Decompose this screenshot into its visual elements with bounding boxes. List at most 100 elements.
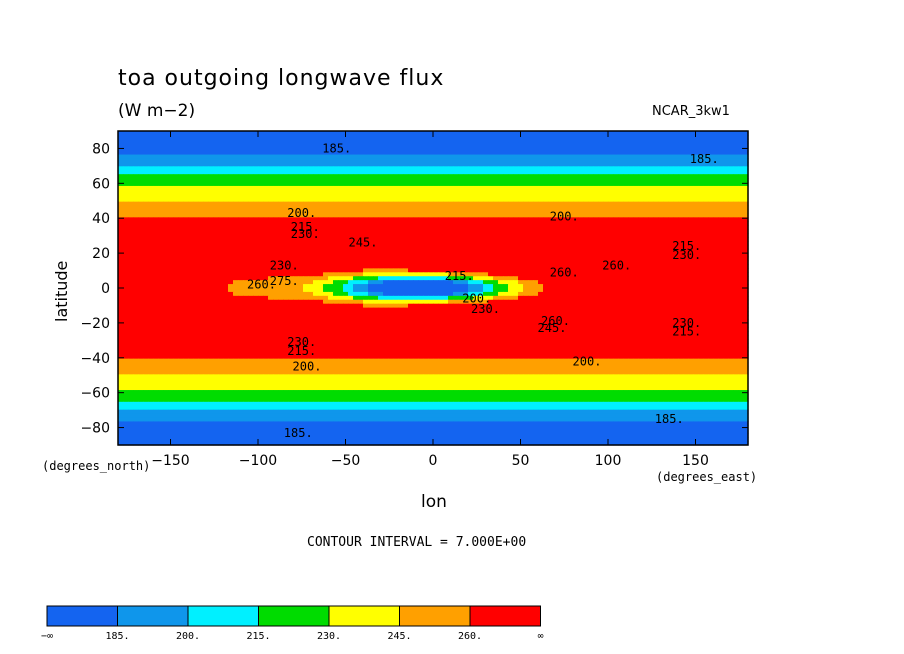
contour-band-cell <box>633 244 639 250</box>
contour-band-cell <box>518 170 524 175</box>
contour-band-cell <box>583 252 589 258</box>
contour-band-cell <box>708 154 714 160</box>
contour-band-cell <box>628 229 634 234</box>
contour-band-cell <box>378 213 384 218</box>
contour-band-cell <box>708 189 714 195</box>
contour-band-cell <box>478 256 484 262</box>
contour-band-cell <box>518 185 524 191</box>
contour-band-cell <box>653 217 659 222</box>
contour-band-cell <box>448 189 454 195</box>
contour-band-cell <box>588 248 594 254</box>
contour-band-cell <box>313 260 319 266</box>
contour-band-cell <box>418 182 424 187</box>
contour-band-cell <box>623 193 629 199</box>
contour-band-cell <box>658 217 664 222</box>
contour-band-cell <box>373 166 379 171</box>
contour-band-cell <box>493 178 499 183</box>
contour-band-cell <box>613 272 619 277</box>
contour-band-cell <box>353 280 359 285</box>
contour-band-cell <box>313 229 319 234</box>
contour-band-cell <box>133 229 139 234</box>
contour-band-cell <box>713 193 719 199</box>
contour-band-cell <box>683 225 689 230</box>
contour-band-cell <box>233 150 239 156</box>
contour-band-cell <box>418 134 424 140</box>
contour-band-cell <box>128 213 134 218</box>
contour-band-cell <box>593 193 599 199</box>
contour-band-cell <box>363 244 369 250</box>
contour-band-cell <box>393 244 399 250</box>
contour-band-cell <box>583 209 589 215</box>
contour-band-cell <box>328 272 334 277</box>
contour-band-cell <box>388 170 394 175</box>
contour-band-cell <box>188 217 194 222</box>
contour-band-cell <box>223 138 229 144</box>
contour-band-cell <box>538 233 544 238</box>
contour-band-cell <box>528 138 534 144</box>
contour-band-cell <box>438 225 444 230</box>
contour-band-cell <box>663 174 669 179</box>
contour-band-cell <box>203 233 209 238</box>
contour-band-cell <box>568 252 574 258</box>
contour-band-cell <box>303 264 309 269</box>
contour-band-cell <box>613 276 619 281</box>
contour-band-cell <box>528 174 534 179</box>
contour-band-cell <box>558 193 564 199</box>
contour-band-cell <box>488 189 494 195</box>
contour-band-cell <box>133 256 139 262</box>
contour-band-cell <box>588 154 594 160</box>
contour-band-cell <box>353 142 359 148</box>
contour-band-cell <box>698 272 704 277</box>
contour-band-cell <box>318 142 324 148</box>
contour-band-cell <box>268 189 274 195</box>
contour-band-cell <box>423 189 429 195</box>
contour-band-cell <box>618 146 624 152</box>
contour-band-cell <box>558 205 564 211</box>
contour-band-cell <box>293 280 299 285</box>
contour-band-cell <box>278 256 284 262</box>
contour-band-cell <box>398 221 404 226</box>
contour-band-cell <box>638 260 644 266</box>
contour-band-cell <box>638 162 644 167</box>
contour-band-cell <box>378 272 384 277</box>
contour-band-cell <box>153 264 159 269</box>
contour-band-cell <box>198 213 204 218</box>
contour-band-cell <box>528 221 534 226</box>
contour-band-cell <box>498 131 504 136</box>
contour-band-cell <box>493 284 499 289</box>
contour-band-cell <box>508 158 514 163</box>
contour-band-cell <box>388 158 394 163</box>
contour-band-cell <box>578 178 584 183</box>
contour-band-cell <box>723 131 729 136</box>
contour-band-cell <box>443 272 449 277</box>
contour-band-cell <box>728 233 734 238</box>
contour-band-cell <box>683 236 689 242</box>
contour-band-cell <box>618 174 624 179</box>
contour-band-cell <box>668 166 674 171</box>
contour-band-cell <box>423 146 429 152</box>
contour-band-cell <box>283 209 289 215</box>
contour-band-cell <box>408 131 414 136</box>
contour-band-cell <box>398 182 404 187</box>
contour-band-cell <box>553 209 559 215</box>
contour-band-cell <box>733 268 739 273</box>
contour-band-cell <box>188 240 194 246</box>
contour-band-cell <box>498 182 504 187</box>
contour-band-cell <box>203 131 209 136</box>
contour-band-cell <box>668 280 674 285</box>
contour-band-cell <box>563 248 569 254</box>
contour-band-cell <box>448 158 454 163</box>
contour-band-cell <box>483 170 489 175</box>
contour-band-cell <box>438 134 444 140</box>
contour-band-cell <box>543 205 549 211</box>
contour-band-cell <box>153 182 159 187</box>
contour-band-cell <box>198 217 204 222</box>
contour-band-cell <box>293 174 299 179</box>
contour-band-cell <box>463 150 469 156</box>
contour-band-cell <box>433 229 439 234</box>
contour-band-cell <box>588 201 594 207</box>
contour-band-cell <box>338 248 344 254</box>
contour-band-cell <box>633 221 639 226</box>
contour-band-cell <box>568 240 574 246</box>
contour-band-cell <box>513 260 519 266</box>
